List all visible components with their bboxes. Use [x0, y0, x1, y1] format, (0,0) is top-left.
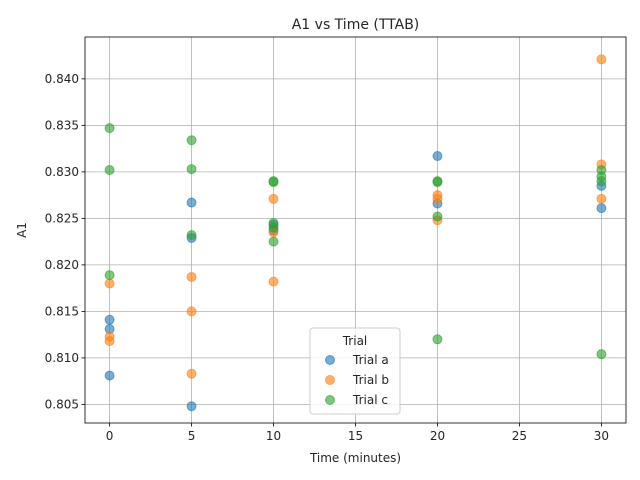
- data-point-trial-3: [268, 222, 279, 233]
- data-point-trial-2: [432, 193, 443, 204]
- grid: [85, 37, 626, 423]
- data-point-trial-2: [268, 276, 279, 287]
- y-tick-label: 0.820: [45, 258, 79, 272]
- y-tick-label: 0.835: [45, 118, 79, 132]
- data-points: [104, 54, 607, 412]
- legend-label: Trial c: [352, 393, 388, 407]
- data-point-trial-2: [104, 336, 115, 347]
- data-point-trial-2: [104, 278, 115, 289]
- data-point-trial-3: [432, 211, 443, 222]
- x-axis-label: Time (minutes): [309, 451, 401, 465]
- data-point-trial-3: [432, 177, 443, 188]
- data-point-trial-3: [186, 164, 197, 175]
- data-point-trial-3: [104, 165, 115, 176]
- legend-marker: [325, 355, 335, 365]
- x-tick-label: 15: [348, 429, 363, 443]
- y-tick-label: 0.825: [45, 211, 79, 225]
- legend-title: Trial: [342, 334, 368, 348]
- y-axis-ticks: 0.805 0.810 0.815 0.820 0.825 0.830 0.835 0.840: [45, 72, 85, 411]
- data-point-trial-3: [268, 177, 279, 188]
- y-axis-label: A1: [15, 222, 29, 238]
- legend-label: Trial a: [352, 353, 389, 367]
- chart-title: A1 vs Time (TTAB): [292, 17, 420, 33]
- data-point-trial-1: [596, 203, 607, 214]
- data-point-trial-3: [104, 123, 115, 134]
- y-tick-label: 0.810: [45, 351, 79, 365]
- data-point-trial-1: [186, 401, 197, 412]
- legend-box: [309, 327, 401, 415]
- x-tick-label: 25: [512, 429, 527, 443]
- data-point-trial-2: [268, 193, 279, 204]
- y-tick-label: 0.830: [45, 165, 79, 179]
- legend-marker: [325, 395, 335, 405]
- x-tick-label: 5: [188, 429, 196, 443]
- legend-marker: [325, 375, 335, 385]
- data-point-trial-1: [104, 314, 115, 325]
- data-point-trial-3: [432, 334, 443, 345]
- data-point-trial-2: [596, 54, 607, 65]
- legend-items: Trial a Trial b Trial c: [325, 353, 389, 407]
- data-point-trial-1: [432, 151, 443, 162]
- x-axis-ticks: 0 5 10 15 20 25 30: [106, 423, 609, 443]
- x-tick-label: 10: [266, 429, 281, 443]
- data-point-trial-2: [186, 368, 197, 379]
- data-point-trial-3: [596, 349, 607, 360]
- data-point-trial-2: [186, 271, 197, 282]
- x-tick-label: 20: [430, 429, 445, 443]
- data-point-trial-3: [104, 270, 115, 281]
- x-tick-label: 30: [594, 429, 609, 443]
- data-point-trial-3: [596, 176, 607, 187]
- y-tick-label: 0.815: [45, 304, 79, 318]
- data-point-trial-1: [186, 197, 197, 208]
- data-point-trial-2: [186, 306, 197, 317]
- y-tick-label: 0.840: [45, 72, 79, 86]
- data-point-trial-1: [104, 370, 115, 381]
- legend-label: Trial b: [352, 373, 389, 387]
- x-tick-label: 0: [106, 429, 114, 443]
- y-tick-label: 0.805: [45, 397, 79, 411]
- legend: Trial Trial a Trial b Trial c: [309, 327, 401, 415]
- data-point-trial-3: [268, 236, 279, 247]
- data-point-trial-3: [186, 230, 197, 241]
- data-point-trial-2: [596, 193, 607, 204]
- data-point-trial-3: [186, 135, 197, 146]
